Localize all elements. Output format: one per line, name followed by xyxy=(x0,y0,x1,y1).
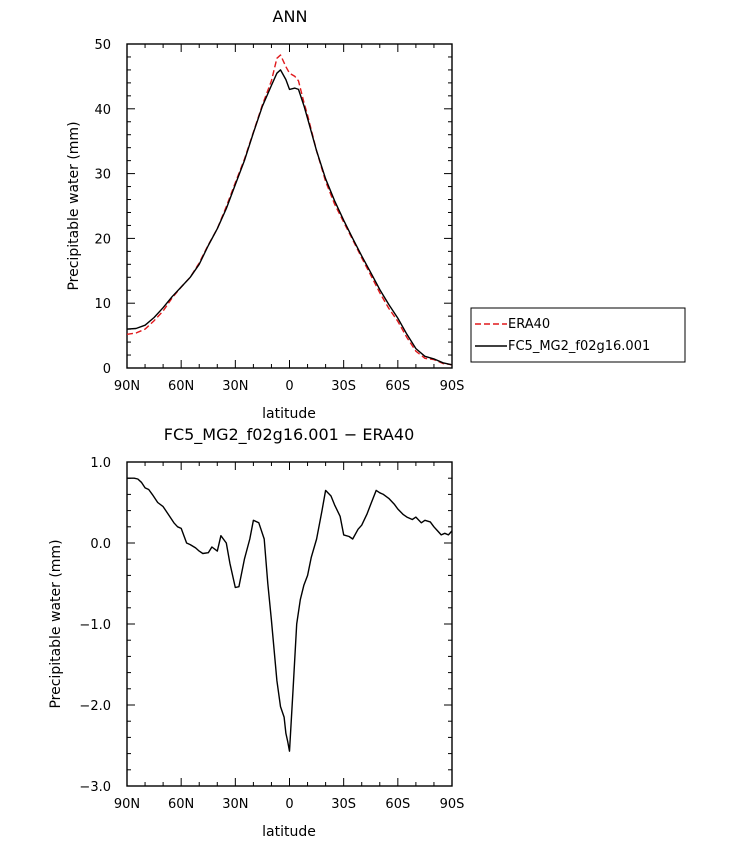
bottom-x-tick-labels: 90N 60N 30N 0 30S 60S 90S xyxy=(114,797,465,812)
top-x-tick-label: 30N xyxy=(222,379,248,394)
top-y-tick-labels: 0 10 20 30 40 50 xyxy=(94,38,111,377)
top-title: ANN xyxy=(273,7,308,26)
top-series-line-0 xyxy=(126,54,453,366)
top-y-tick-label: 20 xyxy=(94,232,111,247)
legend-label-era40: ERA40 xyxy=(508,317,550,332)
bottom-x-tick-label: 90N xyxy=(114,797,140,812)
top-series-lines xyxy=(126,54,453,366)
top-y-axis-title: Precipitable water (mm) xyxy=(66,121,82,290)
top-x-tick-label: 90S xyxy=(440,379,465,394)
top-x-tick-label: 0 xyxy=(285,379,293,394)
bottom-x-tick-label: 60S xyxy=(385,797,410,812)
bottom-x-tick-label: 30N xyxy=(222,797,248,812)
legend: ERA40 FC5_MG2_f02g16.001 xyxy=(470,307,686,363)
top-y-tick-label: 30 xyxy=(94,168,111,183)
top-y-tick-label: 40 xyxy=(94,103,111,118)
top-x-tick-label: 60S xyxy=(385,379,410,394)
bottom-y-tick-label: −1.0 xyxy=(79,618,111,633)
bottom-y-axis-title: Precipitable water (mm) xyxy=(48,539,64,708)
bottom-x-axis-title: latitude xyxy=(262,824,316,840)
bottom-panel: FC5_MG2_f02g16.001 − ERA40 90N 60N 30N 0 30S… xyxy=(48,425,464,840)
bottom-y-tick-label: −2.0 xyxy=(79,699,111,714)
top-x-tick-labels: 90N 60N 30N 0 30S 60S 90S xyxy=(114,379,465,394)
legend-label-model: FC5_MG2_f02g16.001 xyxy=(508,339,650,354)
top-y-tick-label: 0 xyxy=(103,362,111,377)
top-ticks xyxy=(126,43,453,369)
top-x-tick-label: 60N xyxy=(168,379,194,394)
bottom-y-tick-labels: −3.0 −2.0 −1.0 0.0 1.0 xyxy=(79,456,111,795)
top-panel: ANN 90N 60N 30N 0 30S 60S 90S 0 10 20 30 40 50 lati… xyxy=(66,7,686,422)
top-plot-frame xyxy=(126,43,453,369)
bottom-x-tick-label: 0 xyxy=(285,797,293,812)
legend-box xyxy=(470,307,686,363)
bottom-series-line-0 xyxy=(127,477,453,752)
top-x-axis-title: latitude xyxy=(262,406,316,422)
top-series-line-1 xyxy=(126,69,453,366)
top-y-tick-label: 10 xyxy=(94,297,111,312)
bottom-x-tick-label: 60N xyxy=(168,797,194,812)
bottom-y-tick-label: −3.0 xyxy=(79,780,111,795)
bottom-title: FC5_MG2_f02g16.001 − ERA40 xyxy=(164,425,415,445)
top-x-tick-label: 90N xyxy=(114,379,140,394)
bottom-ticks xyxy=(126,461,453,787)
bottom-series-lines xyxy=(127,477,453,752)
bottom-plot-frame xyxy=(126,461,453,787)
top-x-tick-label: 30S xyxy=(331,379,356,394)
bottom-y-tick-label: 0.0 xyxy=(90,537,111,552)
bottom-x-tick-label: 90S xyxy=(440,797,465,812)
bottom-x-tick-label: 30S xyxy=(331,797,356,812)
top-y-tick-label: 50 xyxy=(94,38,111,53)
bottom-y-tick-label: 1.0 xyxy=(90,456,111,471)
